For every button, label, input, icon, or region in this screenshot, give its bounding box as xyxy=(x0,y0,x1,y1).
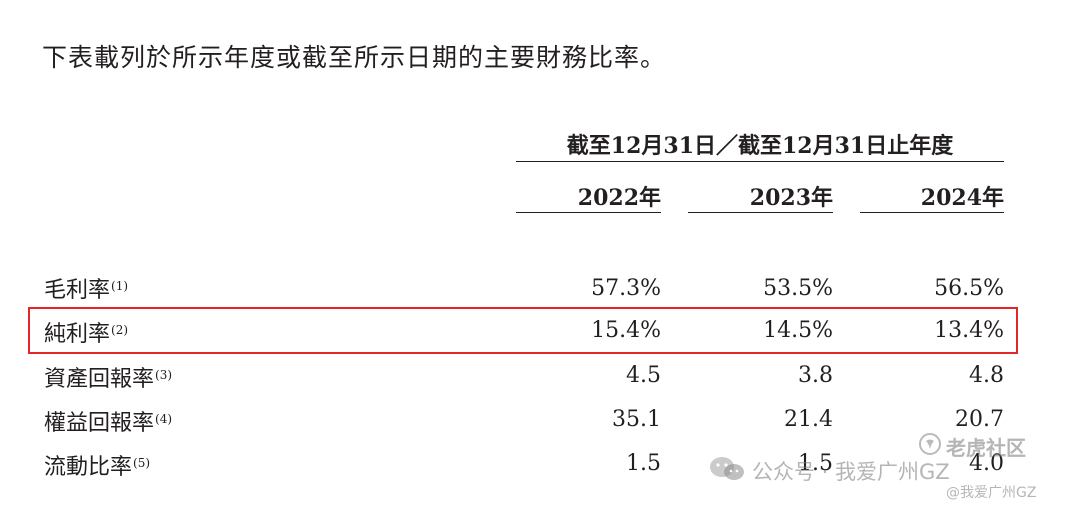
table-cell: 15.4% xyxy=(591,318,661,343)
table-cell: 14.5% xyxy=(763,318,833,343)
watermark-main: 公众号 · 我爱广州GZ xyxy=(752,460,950,484)
table-cell: 4.0 xyxy=(969,451,1004,476)
row-label-return-on-assets: 資產回報率(3) xyxy=(44,367,173,392)
table-cell: 21.4 xyxy=(784,407,833,432)
table-cell: 3.8 xyxy=(798,363,833,388)
table-cell: 56.5% xyxy=(934,276,1004,301)
row-label-current-ratio: 流動比率(5) xyxy=(44,455,151,480)
table-cell: 4.8 xyxy=(969,363,1004,388)
year-header-2023: 2023年 xyxy=(749,185,833,211)
tiger-logo-icon xyxy=(919,433,941,455)
table-cell: 4.5 xyxy=(626,363,661,388)
year-header-2024: 2024年 xyxy=(920,185,1004,211)
table-cell: 1.5 xyxy=(626,451,661,476)
row-label-net-margin: 純利率(2) xyxy=(44,322,129,347)
row-label-gross-margin: 毛利率(1) xyxy=(44,278,129,303)
table-cell: 57.3% xyxy=(591,276,661,301)
watermark-sub: @我爱广州GZ xyxy=(946,485,1037,501)
intro-text: 下表載列於所示年度或截至所示日期的主要財務比率。 xyxy=(42,43,667,72)
wechat-icon xyxy=(710,457,744,480)
group-header-rule xyxy=(516,161,1004,162)
table-cell: 35.1 xyxy=(612,407,661,432)
table-cell: 1.5 xyxy=(798,451,833,476)
watermark-corner: 老虎社区 xyxy=(946,436,1026,460)
year-rule-2022 xyxy=(516,212,661,213)
year-header-2022: 2022年 xyxy=(577,185,661,211)
year-rule-2024 xyxy=(860,212,1004,213)
table-cell: 20.7 xyxy=(955,407,1004,432)
table-cell: 13.4% xyxy=(934,318,1004,343)
table-cell: 53.5% xyxy=(763,276,833,301)
row-label-return-on-equity: 權益回報率(4) xyxy=(44,411,173,436)
period-group-header: 截至12月31日／截至12月31日止年度 xyxy=(566,133,954,159)
net-margin-highlight-box xyxy=(28,307,1018,354)
year-rule-2023 xyxy=(688,212,833,213)
